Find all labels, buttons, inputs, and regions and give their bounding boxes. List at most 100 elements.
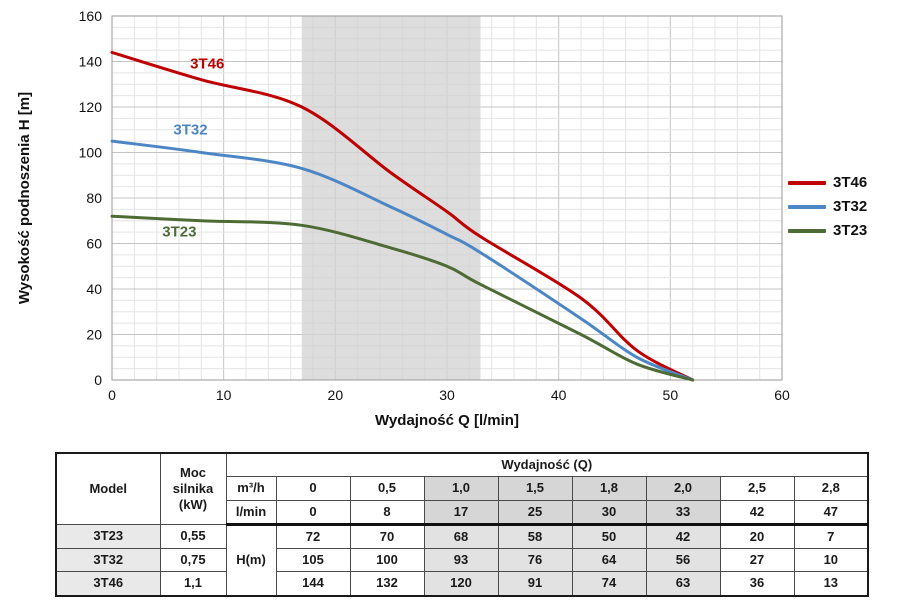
unit-m3h: m³/h [225, 476, 277, 501]
lmin-value: 17 [423, 499, 499, 526]
head-value: 74 [571, 571, 647, 596]
head-value: 72 [275, 523, 351, 550]
motor-power: 1,1 [159, 571, 227, 596]
curve-3T32 [110, 139, 695, 382]
lmin-value: 42 [719, 499, 795, 526]
m3h-value: 2,8 [793, 476, 869, 501]
header-row-lmin: l/min 0 8 17 25 30 33 42 47 [56, 499, 869, 526]
head-value: 70 [349, 523, 425, 550]
legend-item-3T32: 3T32 [788, 198, 867, 215]
lmin-value: 33 [645, 499, 721, 526]
curve-3T23 [110, 214, 695, 382]
model-name: 3T32 [55, 547, 161, 573]
m3h-value: 1,5 [497, 476, 573, 501]
m3h-value: 0,5 [349, 476, 425, 501]
head-value: 120 [423, 571, 499, 596]
head-value: 76 [497, 547, 573, 573]
model-name: 3T46 [55, 571, 161, 596]
curve-3T46 [110, 50, 695, 382]
lmin-value: 47 [793, 499, 869, 526]
head-value: 56 [645, 547, 721, 573]
head-value: 105 [275, 547, 351, 573]
lmin-value: 0 [275, 499, 351, 526]
legend-label-3T46: 3T46 [833, 174, 868, 191]
legend-swatch-3T46 [788, 180, 826, 185]
svg-text:40: 40 [551, 387, 567, 403]
head-value: 68 [423, 523, 499, 550]
head-value: 27 [719, 547, 795, 573]
y-axis-label: Wysokość podnoszenia H [m] [16, 91, 33, 305]
operating-range-band [301, 16, 481, 380]
legend-swatch-3T23 [788, 228, 826, 233]
head-value: 50 [571, 523, 647, 550]
curve-label-3T23: 3T23 [162, 224, 196, 241]
svg-text:140: 140 [79, 54, 103, 70]
legend-item-3T23: 3T23 [788, 222, 867, 239]
head-value: 13 [793, 571, 869, 596]
head-value: 58 [497, 523, 573, 550]
head-value: 36 [719, 571, 795, 596]
svg-text:50: 50 [663, 387, 679, 403]
legend-label-3T23: 3T23 [833, 222, 868, 239]
legend-label-3T32: 3T32 [833, 198, 868, 215]
motor-power: 0,55 [159, 523, 227, 550]
svg-text:80: 80 [86, 190, 102, 206]
head-value: 20 [719, 523, 795, 550]
svg-text:60: 60 [774, 387, 790, 403]
lmin-value: 8 [349, 499, 425, 526]
svg-text:10: 10 [216, 387, 232, 403]
legend-swatch-3T32 [788, 204, 826, 209]
header-row-m3h: m³/h 0 0,5 1,0 1,5 1,8 2,0 2,5 2,8 [56, 476, 869, 501]
head-value: 132 [349, 571, 425, 596]
svg-text:0: 0 [108, 387, 116, 403]
head-value: 63 [645, 571, 721, 596]
svg-text:100: 100 [79, 145, 103, 161]
plot-border [111, 15, 783, 381]
m3h-value: 2,0 [645, 476, 721, 501]
head-value: 64 [571, 547, 647, 573]
pump-performance-chart: 3T46 3T32 3T23 0 10 20 30 40 50 60 0 20 40 60 80 100 120… [16, 8, 867, 429]
data-row-3T46: 3T46 1,1 144 132 120 91 74 63 36 13 [55, 571, 869, 596]
m3h-value: 2,5 [719, 476, 795, 501]
svg-text:20: 20 [86, 327, 102, 343]
motor-power: 0,75 [159, 547, 227, 573]
svg-text:120: 120 [79, 99, 103, 115]
data-row-3T32: 3T32 0,75 105 100 93 76 64 56 27 10 [55, 547, 869, 573]
svg-text:60: 60 [86, 236, 102, 252]
x-tick-labels: 0 10 20 30 40 50 60 [108, 387, 790, 403]
performance-table-wrap: Model Moc silnika (kW) Wydajność (Q) m³/h 0 0… [55, 452, 870, 597]
unit-lmin: l/min [225, 499, 277, 526]
y-tick-labels: 0 20 40 60 80 100 120 140 160 [79, 8, 103, 388]
head-value: 144 [275, 571, 351, 596]
m3h-value: 1,8 [571, 476, 647, 501]
x-axis-label: Wydajność Q [l/min] [375, 412, 519, 429]
data-row-3T23: 3T23 0,55 H(m) 72 70 68 58 50 42 20 7 [55, 523, 869, 597]
head-value: 7 [793, 523, 869, 550]
m3h-value: 0 [275, 476, 351, 501]
head-value: 100 [349, 547, 425, 573]
head-value: 91 [497, 571, 573, 596]
chart-canvas: 3T46 3T32 3T23 0 10 20 30 40 50 60 0 20 40 60 80 100 120… [79, 8, 790, 403]
performance-table: Model Moc silnika (kW) Wydajność (Q) m³/h 0 0… [55, 452, 870, 597]
head-value: 42 [645, 523, 721, 550]
svg-text:30: 30 [439, 387, 455, 403]
svg-text:160: 160 [79, 8, 103, 24]
h-label: H(m) [225, 523, 277, 597]
header-power: Moc silnika (kW) [159, 452, 227, 525]
curve-label-3T32: 3T32 [173, 121, 207, 138]
curve-label-3T46: 3T46 [190, 55, 224, 72]
head-value: 10 [793, 547, 869, 573]
svg-text:0: 0 [94, 372, 102, 388]
model-name: 3T23 [55, 523, 161, 550]
m3h-value: 1,0 [423, 476, 499, 501]
chart-legend: 3T46 3T32 3T23 [788, 174, 867, 239]
header-row-group: Model Moc silnika (kW) Wydajność (Q) [55, 452, 869, 525]
svg-text:40: 40 [86, 281, 102, 297]
svg-text:20: 20 [328, 387, 344, 403]
header-model: Model [55, 452, 161, 525]
lmin-value: 25 [497, 499, 573, 526]
legend-item-3T46: 3T46 [788, 174, 867, 191]
header-flow-group: Wydajność (Q) [225, 452, 869, 478]
head-value: 93 [423, 547, 499, 573]
lmin-value: 30 [571, 499, 647, 526]
